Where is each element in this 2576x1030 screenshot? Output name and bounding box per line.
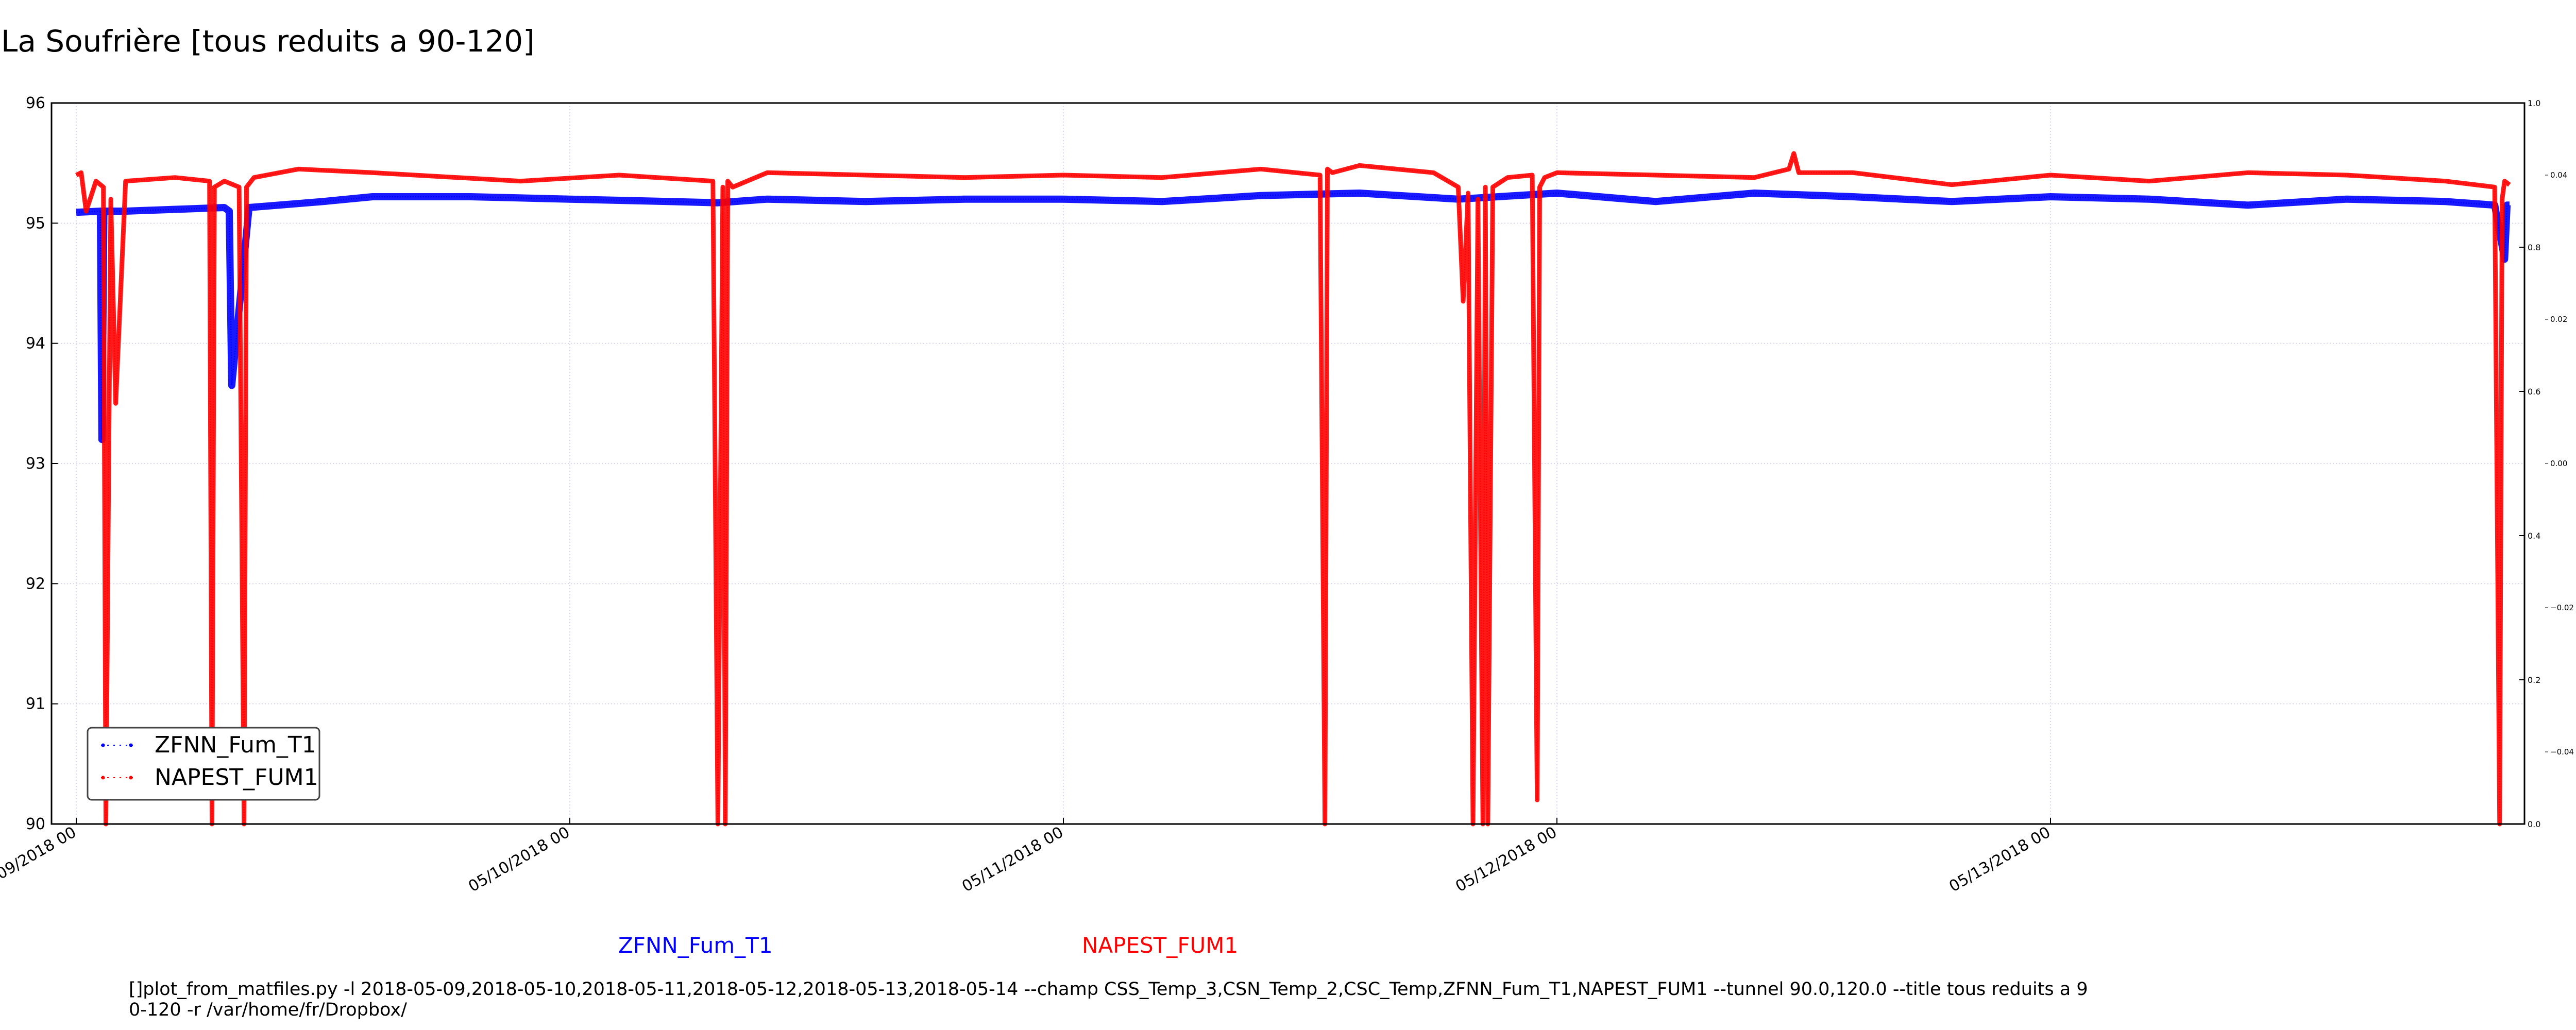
secondary-tick-label: 0.8 (2528, 243, 2540, 252)
x-tick-label: 05/11/2018 00 (959, 823, 1066, 896)
legend: ZFNN_Fum_T1 NAPEST_FUM1 (87, 727, 320, 801)
y-tick-label: 96 (26, 94, 45, 112)
y-tick-label: 94 (26, 335, 45, 353)
x-tick-label: 05/09/2018 00 (0, 823, 79, 896)
legend-point-zfnn (129, 743, 133, 747)
command-line-1: []plot_from_matfiles.py -l 2018-05-09,20… (129, 979, 2088, 1000)
secondary-tick-label: 0.2 (2528, 675, 2540, 685)
legend-label-napest: NAPEST_FUM1 (155, 764, 318, 791)
legend-point-zfnn (101, 743, 105, 747)
secondary-tick-label: 0.0 (2528, 819, 2540, 829)
y-tick-label: 92 (26, 575, 45, 593)
secondary-inner-tick-label: 0.02 (2550, 315, 2567, 324)
x-tick-label: 05/10/2018 00 (465, 823, 573, 896)
secondary-inner-tick-label: −0.04 (2550, 747, 2574, 757)
secondary-tick-label: 0.6 (2528, 387, 2540, 397)
y-axis: 90 91 92 93 94 95 96 (26, 94, 58, 833)
legend-label-zfnn: ZFNN_Fum_T1 (155, 732, 316, 758)
x-axis: 05/09/2018 00 05/10/2018 00 05/11/2018 00 0… (0, 818, 2054, 896)
command-line-2: 0-120 -r /var/home/fr/Dropbox/ (129, 1000, 407, 1020)
y-tick-label: 95 (26, 214, 45, 232)
series-layer (75, 151, 2511, 827)
series-label-napest: NAPEST_FUM1 (1082, 933, 1238, 958)
gridlines (52, 103, 2524, 824)
chart-title: La Soufrière [tous reduits a 90-120] (1, 24, 535, 59)
secondary-inner-tick-label: 0.00 (2550, 459, 2567, 468)
legend-point-napest (129, 776, 133, 780)
legend-box (87, 727, 320, 801)
secondary-tick-label: 0.4 (2528, 531, 2540, 541)
secondary-inner-tick-label: 0.04 (2550, 170, 2567, 180)
series-line-zfnn_fum_t1 (76, 192, 2510, 440)
y-tick-label: 90 (26, 815, 45, 833)
series-line-napest_fum1 (76, 151, 2510, 825)
y-tick-label: 91 (26, 695, 45, 713)
legend-point-napest (101, 776, 105, 780)
series-band-napest_fum1 (75, 151, 2511, 827)
secondary-tick-label: 1.0 (2528, 98, 2540, 108)
x-tick-label: 05/13/2018 00 (1946, 823, 2054, 896)
series-label-zfnn: ZFNN_Fum_T1 (618, 933, 773, 958)
secondary-axes: 0.0 0.2 0.4 0.6 0.8 1.0 −0.04 −0.02 0.00 0.02 0.04 (2519, 98, 2574, 829)
series-band-zfnn_fum_t1 (76, 190, 2511, 443)
x-tick-label: 05/12/2018 00 (1452, 823, 1560, 896)
secondary-inner-tick-label: −0.02 (2550, 603, 2574, 612)
y-tick-label: 93 (26, 455, 45, 473)
